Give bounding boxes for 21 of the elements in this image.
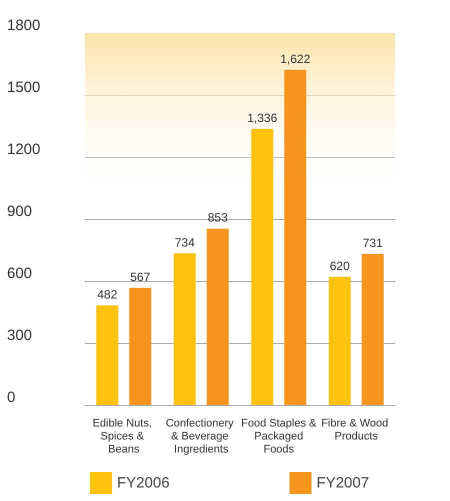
data-label: 482 bbox=[97, 287, 118, 302]
x-tick-label: Fibre & Wood Products bbox=[321, 418, 392, 442]
x-tick-label: Edible Nuts, Spices & Beans bbox=[92, 418, 155, 456]
data-label: 567 bbox=[130, 270, 151, 284]
legend-label: FY2007 bbox=[316, 474, 370, 492]
y-tick-label: 1500 bbox=[7, 79, 40, 96]
data-label: 853 bbox=[208, 210, 228, 225]
data-label: 620 bbox=[330, 258, 350, 273]
y-tick-label: 900 bbox=[7, 203, 32, 220]
data-label: 1,336 bbox=[247, 110, 278, 125]
y-tick-label: 1200 bbox=[7, 141, 40, 158]
legend-label: FY2006 bbox=[117, 474, 170, 492]
data-label: 734 bbox=[174, 235, 196, 250]
x-tick-label: Food Staples & Packaged Foods bbox=[241, 418, 318, 456]
y-tick-label: 300 bbox=[7, 327, 32, 344]
y-tick-label: 600 bbox=[7, 265, 32, 282]
x-tick-label: Confectionery & Beverage Ingredients bbox=[166, 418, 237, 456]
data-label: 731 bbox=[362, 236, 384, 250]
y-tick-label: 1800 bbox=[7, 17, 40, 34]
y-tick-label: 0 bbox=[7, 389, 16, 406]
data-label: 1,622 bbox=[280, 52, 311, 66]
